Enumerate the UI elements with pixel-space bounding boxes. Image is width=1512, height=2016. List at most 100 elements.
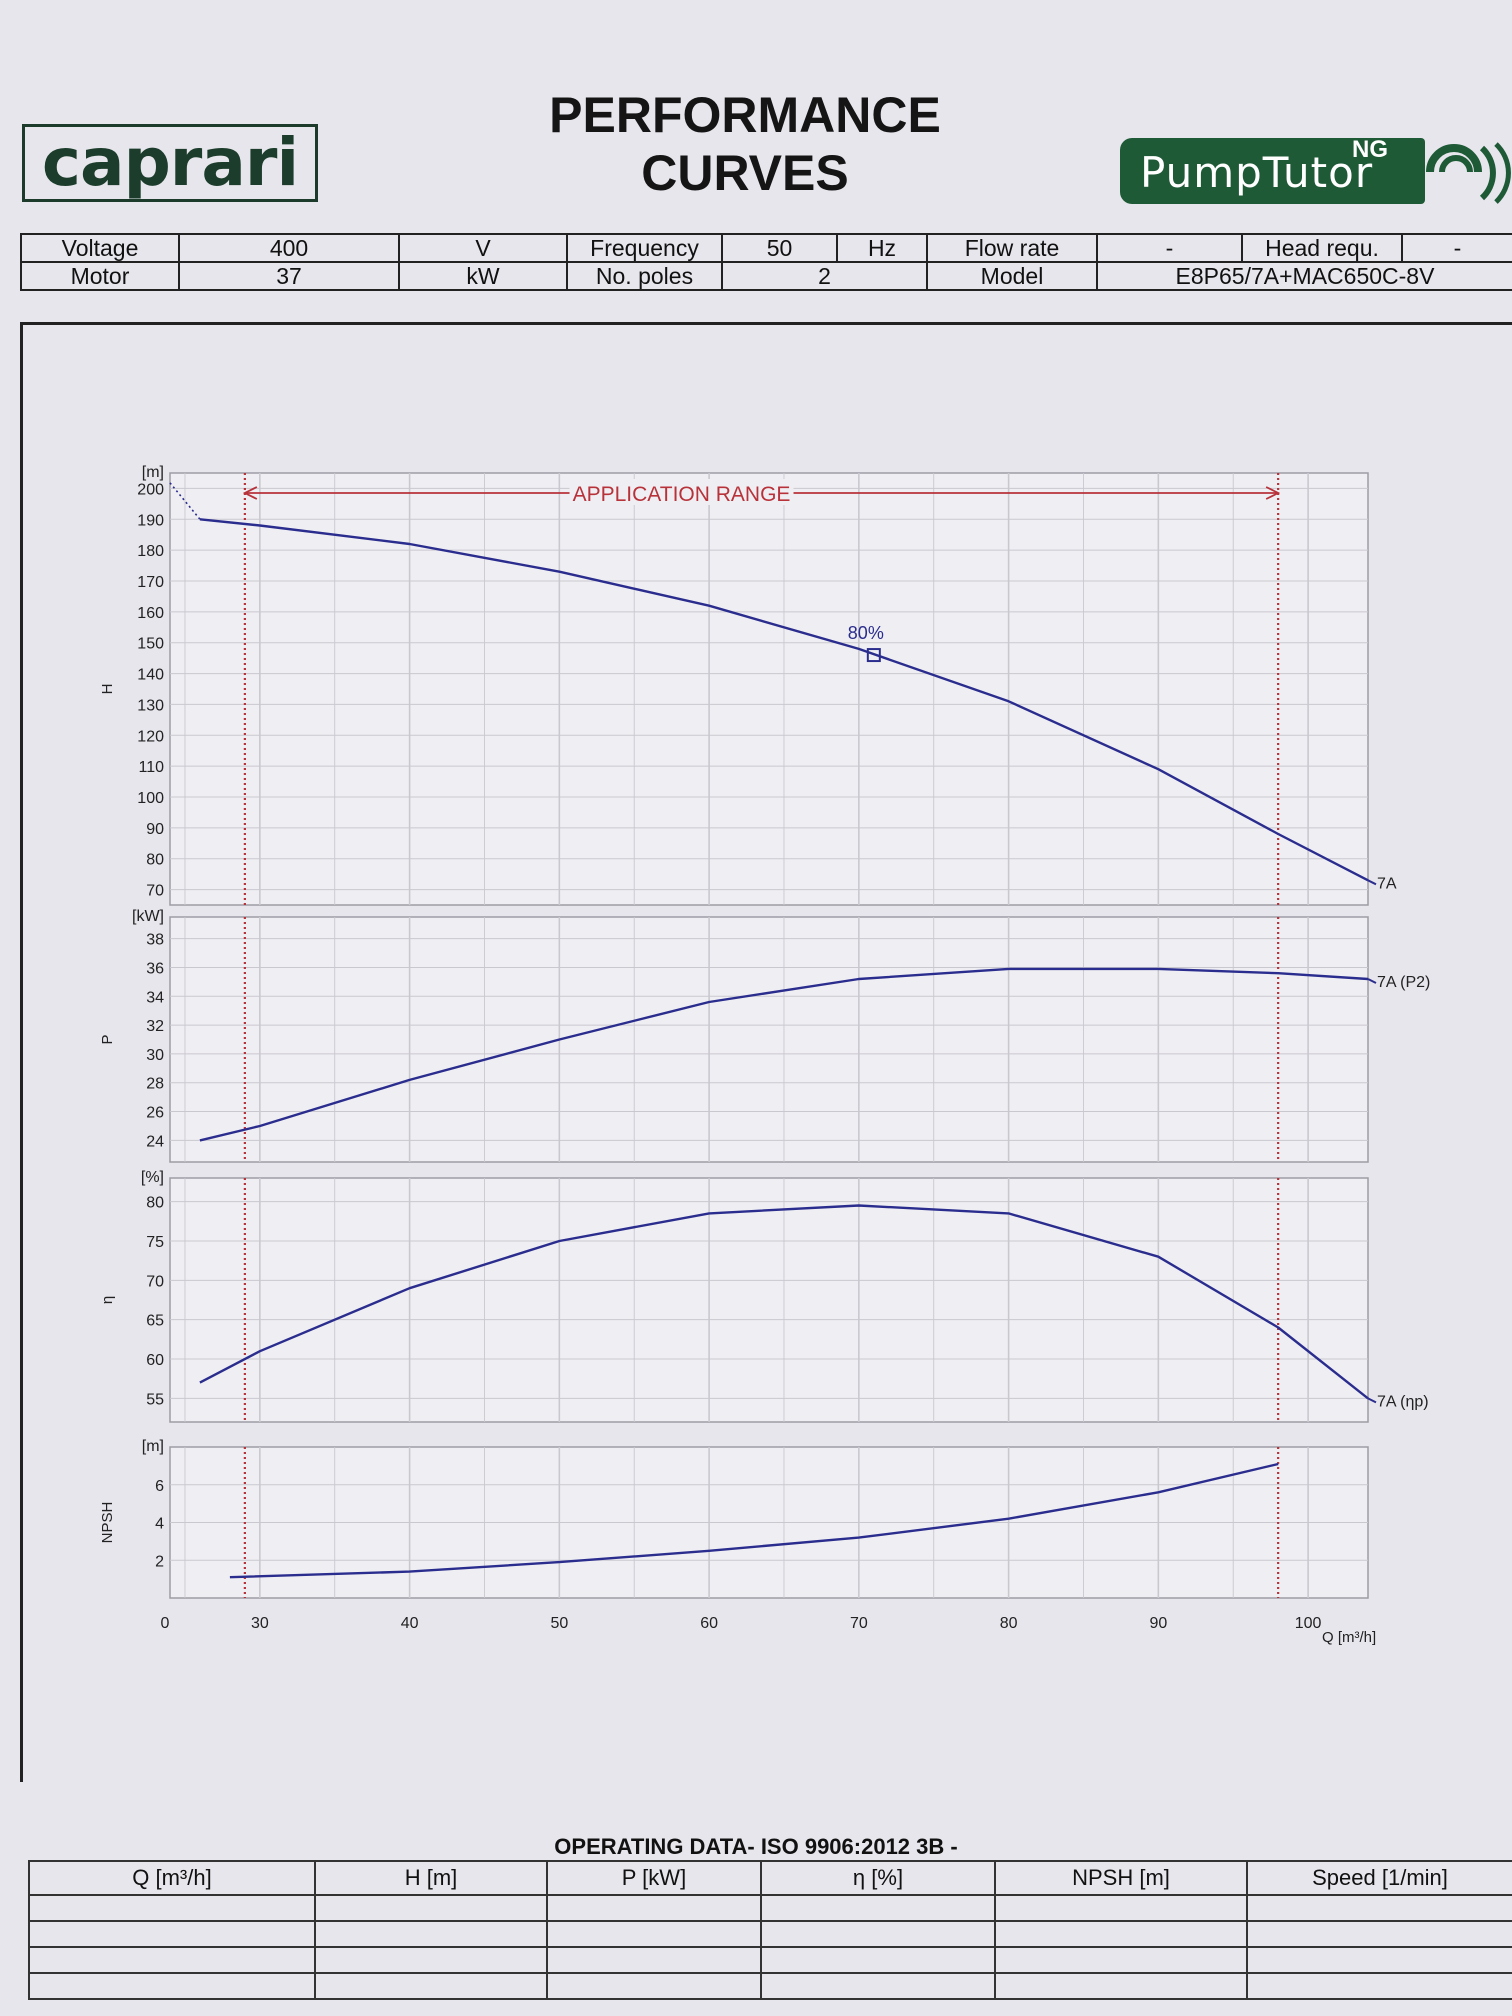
motor-value: 37 [178,261,400,291]
y-tick-label: 90 [146,821,164,838]
pumptutor-logo: PumpTutor NG [1120,136,1512,206]
y-tick-label: 75 [146,1234,164,1251]
y-unit-label: [kW] [132,908,164,925]
y-tick-label: 80 [146,1195,164,1212]
brand-name: PumpTutor [1140,148,1374,197]
series-line [229,1462,1279,1579]
frequency-unit: Hz [836,233,928,263]
brand-badge [1120,138,1425,204]
y-tick-label: 28 [146,1076,164,1093]
motor-unit: kW [398,261,568,291]
bep-marker [866,648,881,663]
motor-label: Motor [20,261,180,291]
arrow-head-left [242,486,258,500]
application-range-label: APPLICATION RANGE [573,483,791,506]
series-label: 7A [1377,875,1397,892]
y-tick-label: 65 [146,1313,164,1330]
spec-table: Voltage 400 V Frequency 50 Hz Flow rate … [20,233,1512,291]
frequency-label: Frequency [566,233,723,263]
y-axis-label: P [99,1034,116,1044]
y-tick-label: 36 [146,960,164,977]
y-tick-label: 34 [146,989,164,1006]
series-label-leader [1367,1397,1377,1404]
voltage-label: Voltage [20,233,180,263]
plot-area [169,1177,1369,1423]
column-header: Q [m³/h] [28,1860,316,1896]
table-row [28,1972,1512,2000]
bep-marker-label: 80% [848,623,884,643]
y-tick-label: 140 [137,667,164,684]
series-line [199,518,1369,882]
chart-frame [20,322,1512,1782]
swirl-icon [1426,142,1511,204]
flow-rate-label: Flow rate [926,233,1098,263]
x-tick-label: 100 [1295,1615,1322,1632]
performance-chart: 708090100110120130140150160170180190200[… [99,464,1430,1646]
x-tick-label: 0 [161,1615,170,1632]
voltage-unit: V [398,233,568,263]
page-title: PERFORMANCE CURVES [549,87,941,201]
y-tick-label: 55 [146,1391,164,1408]
table-row [28,1946,1512,1974]
column-header: NPSH [m] [994,1860,1248,1896]
y-tick-label: 70 [146,883,164,900]
x-tick-label: 60 [700,1615,718,1632]
voltage-value: 400 [178,233,400,263]
flow-rate-value: - [1096,233,1243,263]
plot-area [169,916,1369,1163]
x-tick-label: 70 [850,1615,868,1632]
series-line [199,967,1369,1142]
column-header: η [%] [760,1860,996,1896]
poles-label: No. poles [566,261,723,291]
y-unit-label: [%] [141,1169,164,1186]
column-header: H [m] [314,1860,548,1896]
head-requ-value: - [1401,233,1512,263]
y-tick-label: 70 [146,1273,164,1290]
poles-value: 2 [721,261,928,291]
y-tick-label: 170 [137,574,164,591]
annotation-background [569,479,794,505]
y-tick-label: 26 [146,1105,164,1122]
head-requ-label: Head requ. [1241,233,1403,263]
column-header: P [kW] [546,1860,762,1896]
y-tick-label: 200 [137,481,164,498]
series-label-leader [1367,879,1377,886]
table-row [28,1894,1512,1922]
x-tick-label: 80 [1000,1615,1018,1632]
x-tick-label: 30 [251,1615,269,1632]
y-tick-label: 60 [146,1352,164,1369]
model-value: E8P65/7A+MAC650C-8V [1096,261,1512,291]
y-axis-label: H [99,684,116,695]
x-tick-label: 90 [1149,1615,1167,1632]
y-unit-label: [m] [142,1438,164,1455]
y-tick-label: 80 [146,852,164,869]
y-unit-label: [m] [142,464,164,481]
model-label: Model [926,261,1098,291]
series-label: 7A (P2) [1377,974,1430,991]
y-tick-label: 180 [137,543,164,560]
y-tick-label: 130 [137,697,164,714]
y-axis-label: η [99,1296,116,1304]
y-tick-label: 30 [146,1047,164,1064]
column-header: Speed [1/min] [1246,1860,1512,1896]
series-line [199,1204,1369,1400]
operating-data-table: Q [m³/h] H [m] P [kW] η [%] NPSH [m] Spe… [28,1860,1512,2000]
y-tick-label: 190 [137,512,164,529]
arrow-head-right [1265,486,1281,500]
brand-superscript: NG [1352,136,1388,163]
x-tick-label: 50 [550,1615,568,1632]
plot-area [169,472,1369,906]
y-tick-label: 160 [137,605,164,622]
y-tick-label: 150 [137,636,164,653]
x-tick-label: 40 [401,1615,419,1632]
y-tick-label: 4 [155,1516,164,1533]
caprari-logo: caprari [22,124,318,202]
y-tick-label: 6 [155,1478,164,1495]
series-label-leader [1367,978,1377,984]
y-tick-label: 100 [137,790,164,807]
y-tick-label: 24 [146,1133,164,1150]
table-row [28,1920,1512,1948]
x-axis-label: Q [m³/h] [1322,1629,1376,1646]
operating-data-title: OPERATING DATA- ISO 9906:2012 3B - [554,1834,958,1859]
y-tick-label: 120 [137,728,164,745]
